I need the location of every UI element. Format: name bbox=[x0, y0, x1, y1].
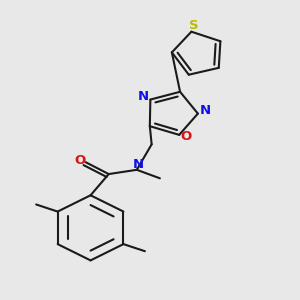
Text: N: N bbox=[200, 104, 211, 117]
Text: O: O bbox=[181, 130, 192, 143]
Text: S: S bbox=[189, 19, 199, 32]
Text: N: N bbox=[133, 158, 144, 171]
Text: N: N bbox=[137, 90, 149, 103]
Text: O: O bbox=[74, 154, 85, 167]
